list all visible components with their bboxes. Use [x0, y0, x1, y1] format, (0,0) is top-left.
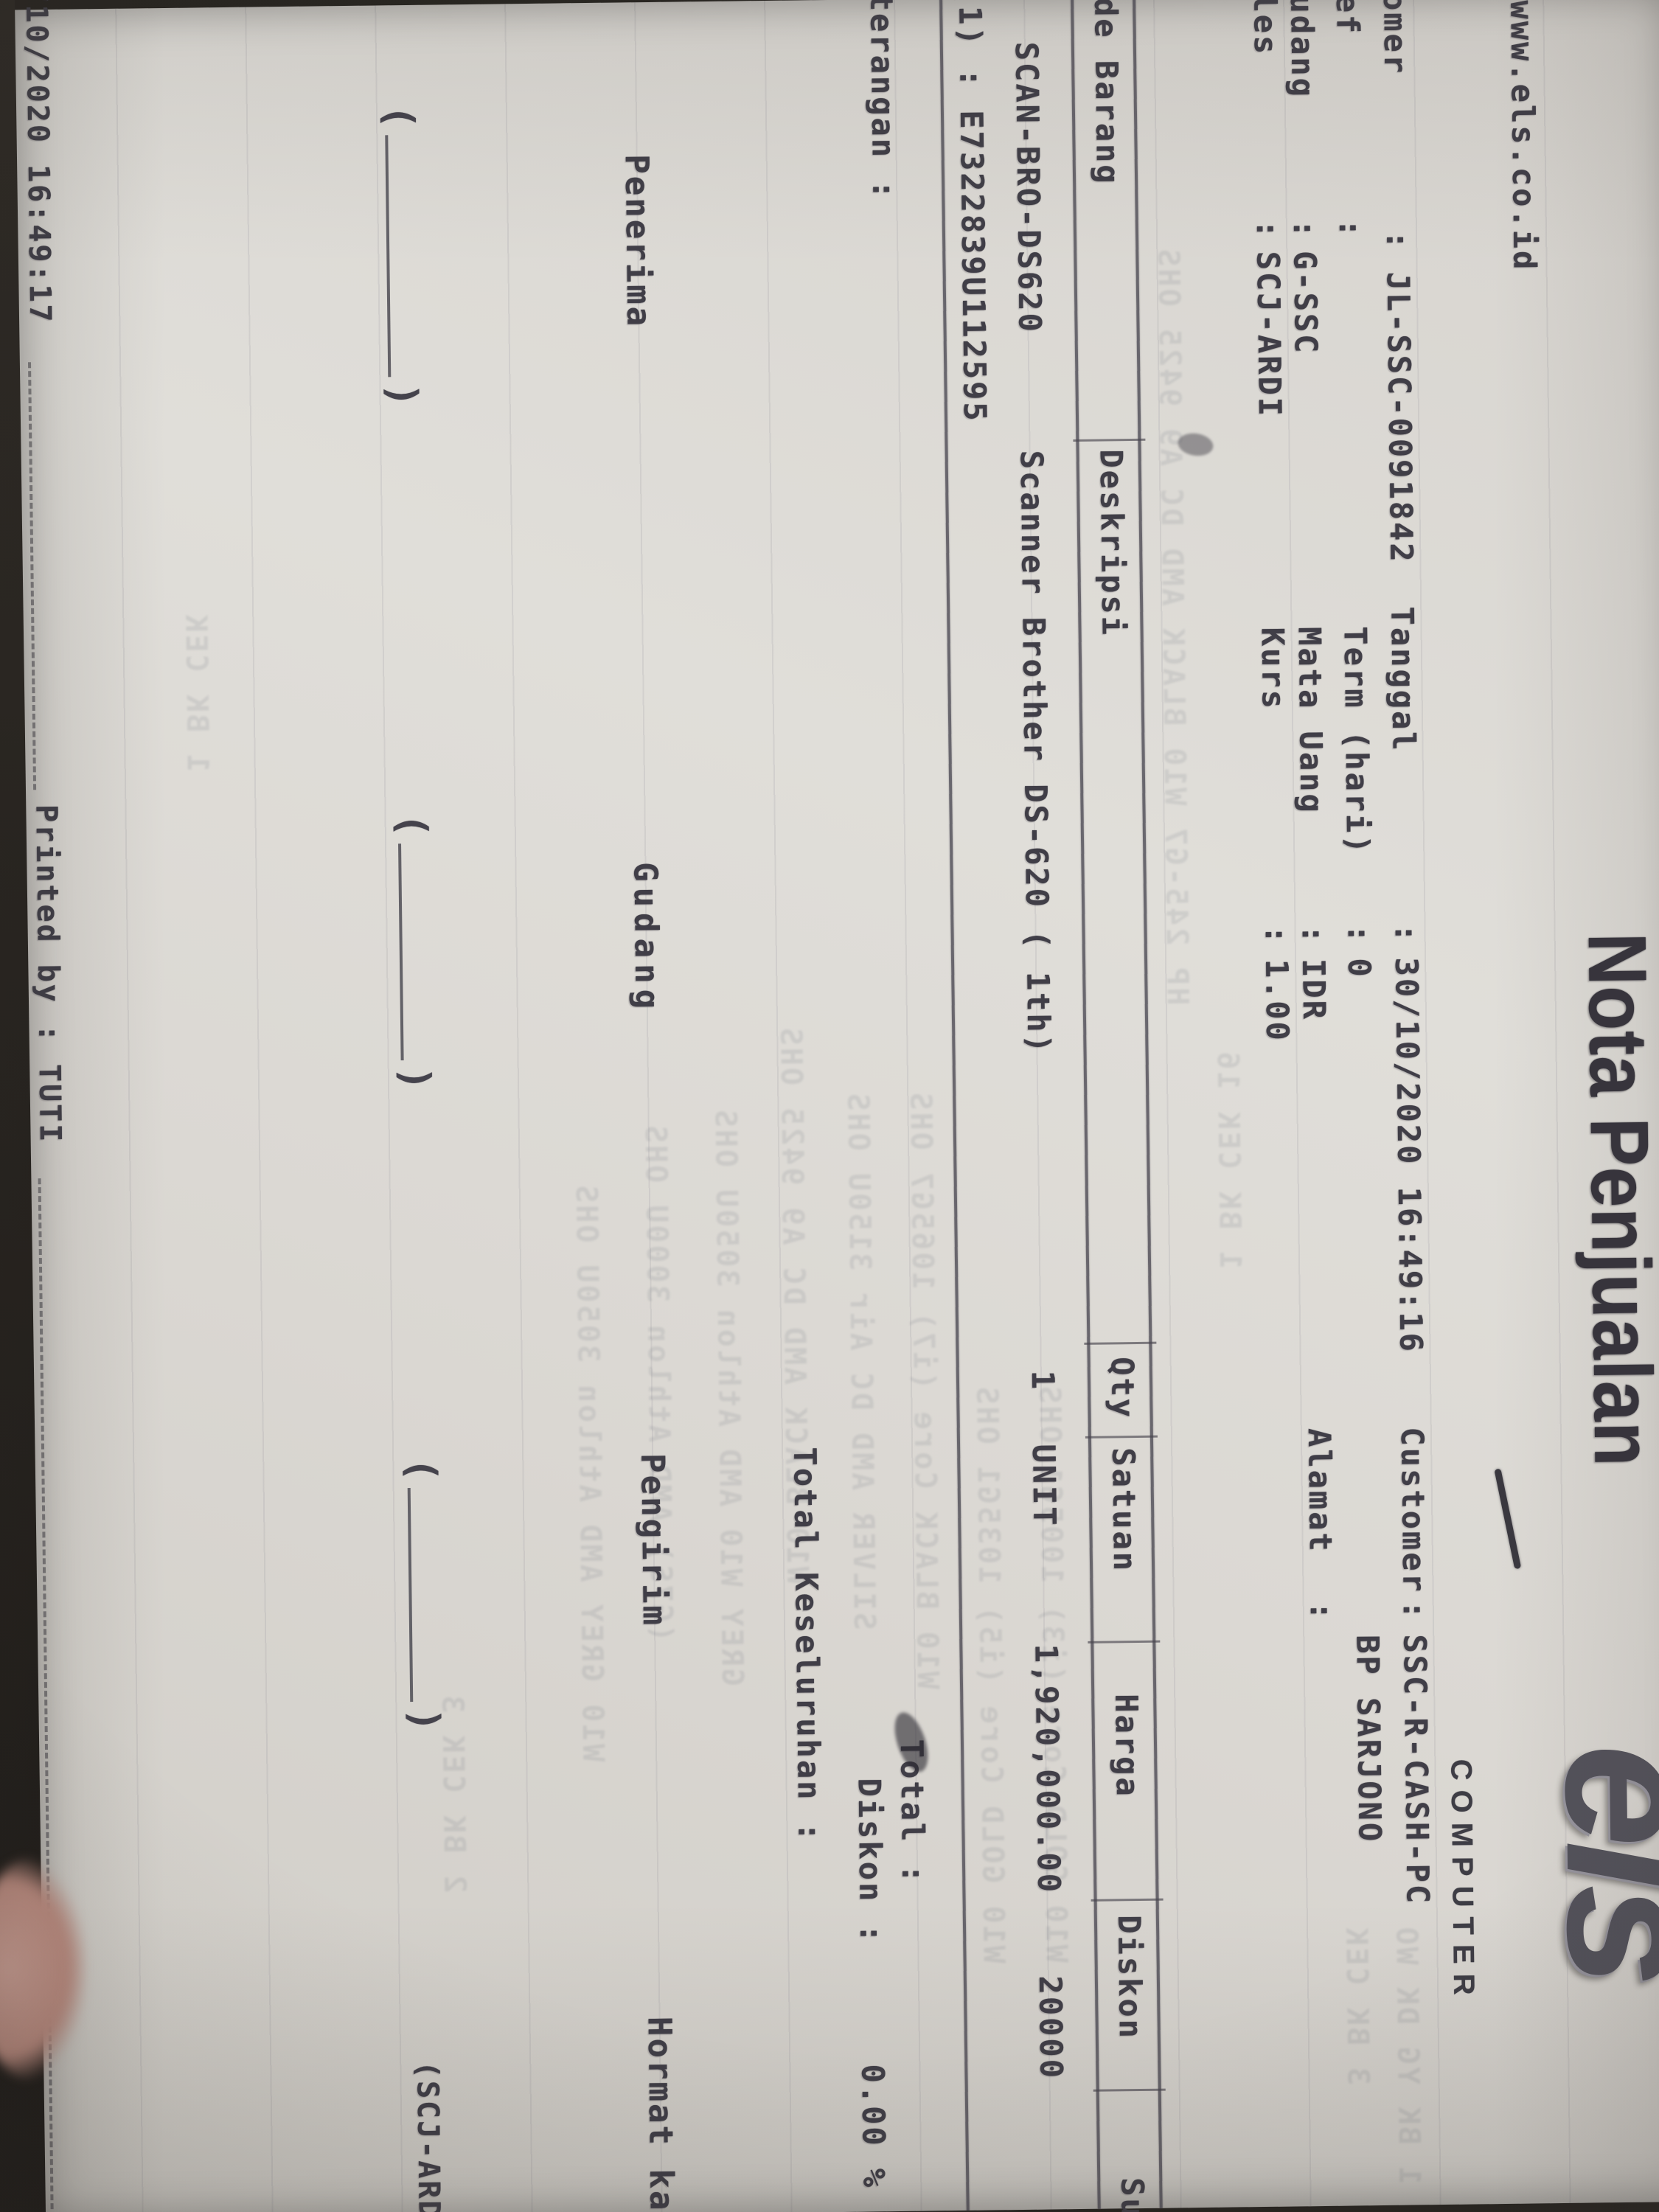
ghost-text: 1 BK CEK [178, 612, 215, 773]
customer-name: BP SARJONO [1349, 1634, 1388, 1844]
col-header-diskon: Diskon [1110, 1914, 1149, 2041]
ghost-text: W10 GOLD Core (i5) 1035G1 OHS [970, 1384, 1011, 1964]
col-header-harga: Harga [1108, 1693, 1146, 1798]
alamat-label: Alamat [1301, 1427, 1339, 1554]
tanggal-label: Tanggal [1384, 606, 1422, 753]
term-value: 0 [1341, 957, 1378, 979]
item-harga: 1,920,000.00 [1028, 1644, 1068, 1895]
signature-bracket-gudang: ( ) [389, 813, 439, 1091]
signature-pengirim-label: Pengirim [633, 1453, 674, 1628]
item-kode: SCAN-BRO-DS620 [1008, 41, 1048, 334]
grand-total-label: Total Keseluruhan : [787, 1447, 828, 1844]
term-label: Term (hari) [1337, 626, 1377, 856]
gudang-value: G-SSC [1287, 250, 1325, 355]
tanggal-colon: : [1388, 923, 1425, 945]
item-deskripsi: Scanner Brother DS-620 ( 1th) [1013, 450, 1057, 1056]
kurs-value: 1.00 [1259, 959, 1296, 1043]
footer-dashes [28, 362, 37, 790]
signature-line [407, 1487, 414, 1703]
signature-penerima-label: Penerima [617, 153, 658, 329]
ghost-text: 1 BK CEK 16 [1210, 1049, 1248, 1270]
signature-stamp: (SCJ-ARDI) [410, 2060, 447, 2212]
col-header-deskripsi: Deskripsi [1093, 449, 1132, 638]
title-underline [1494, 1468, 1522, 1570]
item-diskon: 20000 [1032, 1975, 1070, 2081]
mata-uang-colon: : [1295, 924, 1332, 946]
page-title: Nota Penjualan [1571, 932, 1659, 1468]
bracket-close: ) [401, 1707, 448, 1733]
col-header-satuan: Satuan [1105, 1447, 1144, 1573]
customer-label: Customer [1394, 1427, 1433, 1595]
els-logo-subtext: COMPUTER [1444, 1759, 1481, 2005]
ghost-text: 3 BK CEK [1339, 1925, 1375, 2086]
ghost-text: GREY W10 AMD Athlon 3050U OHS [708, 1107, 750, 1687]
signature-bracket-pengirim: ( ) [398, 1457, 448, 1732]
item-serial: (1) : E7322839U112595 [951, 0, 994, 423]
item-satuan: UNIT [1026, 1444, 1063, 1528]
ghost-text: 1 BK YG DK WO [1389, 1924, 1427, 2185]
item-qty: 1 [1024, 1370, 1062, 1392]
column-separator [1073, 438, 1146, 442]
signature-gudang-label: Gudang [626, 861, 666, 1015]
diskon-total-value: 0.00 % [855, 2064, 893, 2190]
ghost-text: W10 GREY AMD Athlon 3050U OHS [568, 1182, 611, 1762]
mata-uang-label: Mata Uang [1291, 626, 1330, 815]
ref-colon: : [1332, 218, 1369, 240]
bracket-open: ( [389, 813, 436, 838]
ghost-text: SILVER AMD DC Air 3150U OHS [841, 1091, 882, 1631]
customer-colon: : [1396, 1600, 1433, 1622]
customer-value: SSC-R-CASH-PC [1397, 1634, 1436, 1906]
diskon-total-label: Diskon : [851, 1778, 890, 1946]
keterangan-label: Keterangan : [863, 0, 902, 201]
ghost-text: HP 245-G7 W10 BLACK AMD DC A9 9425 OHS [1151, 246, 1194, 1006]
column-separator [1093, 2088, 1166, 2092]
kurs-colon: : [1258, 925, 1295, 947]
col-header-kode: Kode Barang [1087, 0, 1127, 186]
ghost-text: W10 BLACK Core (i7) 1065G7 OHS [903, 1090, 945, 1690]
bracket-close: ) [379, 383, 426, 408]
website-url: www.els.co.id [1503, 0, 1543, 272]
mata-uang-value: IDR [1295, 958, 1333, 1022]
sales-colon: : [1249, 219, 1287, 241]
gudang-label: Gudang [1283, 0, 1321, 100]
signature-bracket-penerima: ( ) [375, 104, 426, 408]
alamat-colon: : [1303, 1601, 1340, 1623]
col-header-subtotal: Subtotal [1114, 2177, 1152, 2212]
column-separator [1091, 1898, 1164, 1902]
signature-line [385, 134, 392, 378]
els-logo: els [1526, 1742, 1659, 1981]
receipt-sheet: 1 BK CEK 16 HP 245-G7 W10 BLACK AMD DC A… [13, 0, 1659, 2212]
signature-hormat-label: Hormat kami [640, 2016, 681, 2212]
bracket-open: ( [398, 1457, 445, 1482]
nomer-colon: : [1379, 230, 1416, 252]
nomer-label: Nomer [1376, 0, 1414, 76]
col-header-qty: Qty [1104, 1356, 1141, 1420]
finger-blob [0, 1858, 86, 2079]
term-colon: : [1340, 923, 1377, 945]
bracket-close: ) [392, 1066, 439, 1091]
column-separator [1085, 1435, 1158, 1439]
gudang-colon: : [1286, 218, 1324, 240]
column-separator [1088, 1640, 1161, 1644]
ref-label: Ref [1329, 0, 1366, 36]
tanggal-value: 30/10/2020 16:49:16 [1388, 957, 1430, 1354]
footer-timestamp: 30/10/2020 16:49:17 [18, 0, 58, 324]
signature-line [398, 843, 404, 1061]
sales-value: SCJ-ARDI [1250, 251, 1289, 419]
kurs-label: Kurs [1254, 627, 1292, 712]
table-header-border [1071, 0, 1101, 2209]
sales-label: Sales [1246, 0, 1284, 57]
column-separator [1084, 1341, 1157, 1345]
footer-printed-by: Printed by : TUTI [29, 804, 67, 1144]
bracket-open: ( [375, 104, 423, 130]
nomer-value: JL-SSC-0091842 [1380, 271, 1420, 564]
